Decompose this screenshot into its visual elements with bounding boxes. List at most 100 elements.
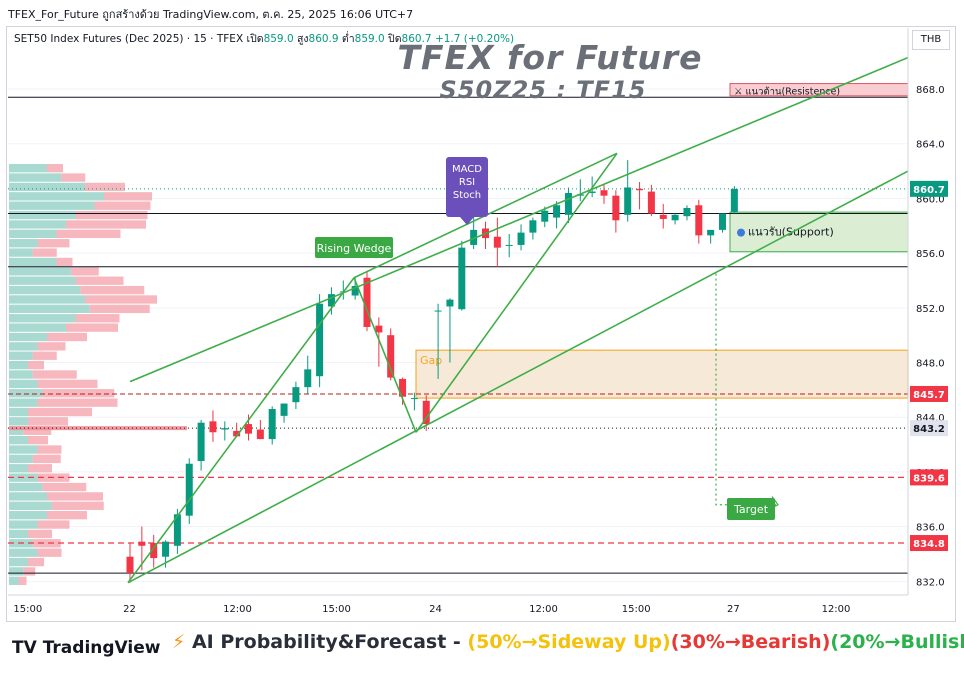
candle-body (363, 277, 371, 327)
volume-profile-up (9, 567, 24, 576)
candle-body (221, 428, 229, 430)
forecast-bearish: (30%→Bearish) (670, 631, 831, 653)
volume-profile-up (9, 323, 66, 332)
instrument-name: SET50 Index Futures (Dec 2025) · 15 · TF… (14, 33, 244, 45)
volume-profile-down (70, 267, 99, 276)
target-label: Target (733, 503, 769, 516)
volume-profile-down (37, 548, 62, 557)
candle-body (541, 210, 549, 222)
volume-profile-poc (9, 426, 187, 431)
volume-profile-up (9, 314, 76, 323)
price-tick-label: 844.0 (916, 413, 945, 424)
candle-body (695, 205, 703, 236)
change-value: +1.7 (+0.20%) (434, 33, 515, 45)
candle-body (410, 398, 418, 400)
wedge-rise-leg (415, 152, 618, 433)
price-tick-label: 852.0 (916, 304, 945, 315)
candle-body (162, 541, 170, 557)
volume-profile-up (9, 501, 52, 510)
volume-profile-down (80, 285, 145, 295)
candle-body (256, 429, 264, 440)
source-line: TFEX_For_Future ถูกสร้างด้วย TradingView… (8, 8, 414, 21)
candle-body (173, 514, 181, 546)
volume-profile-down (47, 332, 87, 342)
support-zone (729, 211, 909, 253)
volume-profile-up (9, 389, 43, 398)
candle-body (434, 310, 442, 312)
volume-profile-down (28, 529, 52, 539)
channel-lower-line (127, 170, 909, 584)
volume-profile-down (28, 360, 44, 370)
time-tick-label: 24 (429, 604, 442, 615)
candle-body (588, 191, 596, 193)
volume-profile-up (9, 182, 85, 192)
candle-body (399, 378, 407, 397)
high-value: 860.9 (308, 33, 339, 45)
chart-frame (6, 26, 956, 622)
forecast-banner: ⚡ AI Probability&Forecast - (50%→Sideway… (172, 631, 964, 653)
candle-body (292, 387, 300, 403)
volume-profile-down (37, 379, 98, 389)
candle-body (458, 247, 466, 310)
volume-profile-up (9, 548, 38, 557)
volume-profile-up (9, 520, 38, 529)
wedge-drop-leg (353, 277, 417, 433)
gap-zone (415, 349, 909, 399)
resistance-label: ⚔ แนวต้าน(Resistence) (734, 86, 840, 97)
volume-profile-down (42, 482, 87, 492)
volume-profile-up (9, 201, 95, 210)
volume-profile-up (9, 239, 38, 248)
wedge-left-leg (127, 277, 355, 584)
volume-profile-down (61, 173, 86, 182)
volume-profile-up (9, 192, 104, 201)
volume-profile-down (32, 370, 77, 379)
candle-body (150, 543, 158, 559)
tradingview-logo[interactable]: 𝗧𝗩 TradingView (12, 638, 160, 658)
volume-profile-down (56, 229, 121, 239)
candle-body (470, 229, 478, 245)
price-badge-label: 845.7 (913, 390, 945, 401)
indicator-stoch: Stoch (453, 190, 481, 201)
channel-upper-line (129, 56, 909, 383)
tradingview-logo-icon: 𝗧𝗩 (12, 638, 37, 658)
lightning-icon: ⚡ (172, 631, 186, 653)
candle-body (600, 190, 608, 196)
price-badge-label: 839.6 (913, 473, 945, 484)
price-badge (910, 385, 948, 402)
candle-body (233, 430, 241, 437)
volume-profile-up (9, 510, 47, 520)
candle-body (576, 194, 584, 196)
candle-body (209, 421, 217, 433)
candle-body (268, 409, 276, 440)
volume-profile-down (28, 557, 44, 567)
price-badge-label: 860.7 (913, 185, 945, 196)
candle-body (126, 556, 134, 574)
volume-profile-up (9, 379, 38, 389)
candle-body (529, 220, 537, 233)
volume-profile-down (37, 520, 70, 529)
volume-profile-down (75, 314, 120, 323)
volume-profile-down (28, 407, 92, 417)
time-tick-label: 12:00 (822, 604, 851, 615)
volume-profile-down (32, 248, 57, 257)
indicator-macd: MACD (452, 164, 482, 175)
volume-profile-down (18, 576, 27, 585)
volume-profile-up (9, 267, 71, 276)
target-badge (727, 498, 775, 520)
price-tick-label: 856.0 (916, 249, 945, 260)
volume-profile-up (9, 529, 28, 539)
currency-button[interactable]: THB (912, 30, 950, 50)
gap-label: Gap (420, 354, 442, 367)
volume-profile-down (23, 426, 52, 435)
candle-body (245, 424, 252, 434)
candle-body (505, 244, 513, 246)
shield-icon (737, 228, 745, 237)
volume-profile-down (85, 295, 157, 304)
volume-profile-up (9, 248, 33, 257)
volume-profile-down (28, 435, 48, 445)
volume-profile-down (89, 304, 150, 314)
price-badge (910, 180, 948, 197)
ohlc-legend: SET50 Index Futures (Dec 2025) · 15 · TF… (14, 30, 514, 47)
volume-profile-down (51, 501, 104, 510)
